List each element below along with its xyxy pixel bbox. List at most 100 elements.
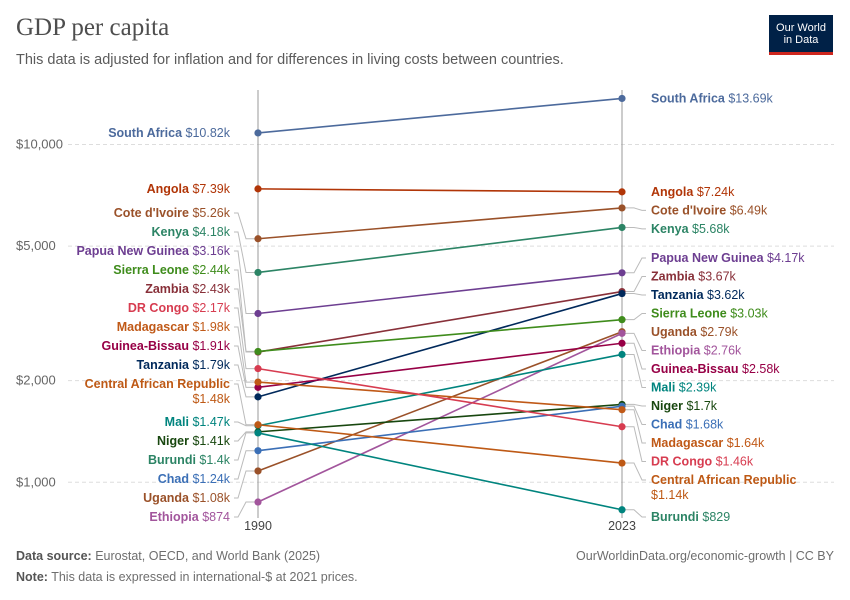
label-connector [234, 288, 255, 353]
point-1990-papua-new-guinea [254, 309, 262, 318]
label-connector [625, 353, 646, 388]
point-2023-mali [618, 350, 626, 359]
series-line-burundi [257, 432, 623, 511]
label-connector [625, 207, 646, 211]
left-label-dr-congo: DR Congo $2.17k [128, 301, 231, 315]
right-label-uganda: Uganda $2.79k [651, 325, 739, 339]
right-label-tanzania: Tanzania $3.62k [651, 288, 745, 302]
point-1990-ethiopia [254, 498, 262, 506]
data-source: Data source: Eurostat, OECD, and World B… [16, 549, 320, 563]
point-2023-south-africa [618, 94, 626, 103]
point-2023-burundi [618, 506, 626, 514]
point-1990-cote-d-ivoire [254, 235, 262, 243]
left-label-south-africa: South Africa $10.82k [108, 126, 231, 140]
right-label-kenya: Kenya $5.68k [651, 222, 730, 236]
right-label-mali: Mali $2.39k [651, 381, 717, 395]
logo-line-1: Our World [776, 21, 826, 34]
left-label-ethiopia: Ethiopia $874 [149, 510, 230, 524]
label-connector [625, 409, 646, 444]
label-connector [234, 470, 255, 499]
point-2023-cote-d-ivoire [618, 204, 626, 212]
data-source-label: Data source: [16, 549, 92, 563]
series-line-uganda [257, 331, 623, 472]
label-connector [234, 231, 255, 273]
left-label-burundi: Burundi $1.4k [148, 453, 231, 467]
right-label-dr-congo: DR Congo $1.46k [651, 455, 754, 469]
label-connector [625, 276, 646, 293]
label-connector [625, 257, 646, 274]
series-line-niger [257, 403, 623, 433]
right-label-madagascar: Madagascar $1.64k [651, 436, 765, 450]
series-line-dr-congo [257, 367, 623, 428]
label-connector [234, 250, 255, 314]
point-2023-madagascar [618, 406, 626, 414]
point-2023-guinea-bissau [618, 339, 626, 347]
right-label-chad: Chad $1.68k [651, 418, 724, 432]
left-label-angola: Angola $7.39k [147, 182, 231, 196]
right-label-guinea-bissau: Guinea-Bissau $2.58k [651, 362, 780, 376]
series-line-zambia [257, 290, 623, 353]
series-line-chad [257, 405, 623, 452]
x-tick-label: 1990 [244, 519, 272, 533]
point-2023-tanzania [618, 289, 626, 298]
label-connector [234, 345, 255, 388]
series-line-central-african-republic [257, 423, 623, 464]
left-label-tanzania: Tanzania $1.79k [136, 358, 230, 372]
point-2023-dr-congo [618, 423, 626, 431]
right-label-sierra-leone: Sierra Leone $3.03k [651, 307, 768, 321]
label-connector [625, 405, 646, 425]
note-text: This data is expressed in international-… [51, 570, 358, 584]
series-line-guinea-bissau [257, 342, 623, 389]
right-label-zambia: Zambia $3.67k [651, 270, 737, 284]
left-label-papua-new-guinea: Papua New Guinea $3.16k [76, 244, 230, 258]
owid-logo[interactable]: Our World in Data [769, 15, 833, 55]
x-tick-label: 2023 [608, 519, 636, 533]
left-value-central-african-republic: $1.48k [192, 392, 230, 406]
series-line-sierra-leone [257, 318, 623, 353]
label-connector [625, 313, 646, 321]
label-connector [234, 212, 255, 240]
left-label-guinea-bissau: Guinea-Bissau $1.91k [101, 339, 230, 353]
series-line-cote-d-ivoire [257, 207, 623, 240]
label-connector [234, 450, 255, 480]
logo-line-2: in Data [783, 33, 819, 46]
left-label-niger: Niger $1.41k [157, 434, 231, 448]
point-2023-angola [618, 188, 626, 196]
point-1990-uganda [254, 467, 262, 475]
label-connector [234, 269, 255, 352]
right-label-angola: Angola $7.24k [651, 185, 735, 199]
right-label-ethiopia: Ethiopia $2.76k [651, 344, 742, 358]
point-1990-madagascar [254, 378, 262, 386]
point-1990-guinea-bissau [254, 383, 262, 391]
point-2023-central-african-republic [618, 459, 626, 467]
y-tick-label: $1,000 [16, 474, 56, 489]
series-line-kenya [257, 226, 623, 274]
point-1990-sierra-leone [254, 347, 262, 356]
y-tick-label: $5,000 [16, 238, 56, 253]
label-connector [625, 403, 646, 407]
left-label-cote-d-ivoire: Cote d'Ivoire $5.26k [114, 206, 231, 220]
point-1990-burundi [254, 429, 262, 437]
label-connector [234, 364, 255, 398]
data-source-text[interactable]: Eurostat, OECD, and World Bank (2025) [95, 549, 321, 563]
point-1990-angola [254, 185, 262, 193]
label-connector [234, 326, 255, 383]
series-line-angola [257, 188, 623, 193]
label-connector [625, 293, 646, 296]
note-label: Note: [16, 570, 48, 584]
right-label-burundi: Burundi $829 [651, 510, 730, 524]
point-1990-south-africa [254, 129, 262, 137]
right-label-niger: Niger $1.7k [651, 399, 718, 413]
right-value-central-african-republic: $1.14k [651, 488, 689, 502]
chart-subtitle: This data is adjusted for inflation and … [16, 52, 564, 68]
label-connector [234, 421, 255, 427]
series-line-mali [257, 353, 623, 427]
left-label-central-african-republic: Central African Republic [85, 377, 230, 391]
source-url[interactable]: OurWorldinData.org/economic-growth | CC … [576, 549, 834, 563]
series-line-papua-new-guinea [257, 272, 623, 315]
left-label-mali: Mali $1.47k [165, 415, 231, 429]
point-1990-dr-congo [254, 365, 262, 373]
point-2023-kenya [618, 223, 626, 232]
point-1990-chad [254, 447, 262, 455]
left-label-sierra-leone: Sierra Leone $2.44k [113, 263, 230, 277]
